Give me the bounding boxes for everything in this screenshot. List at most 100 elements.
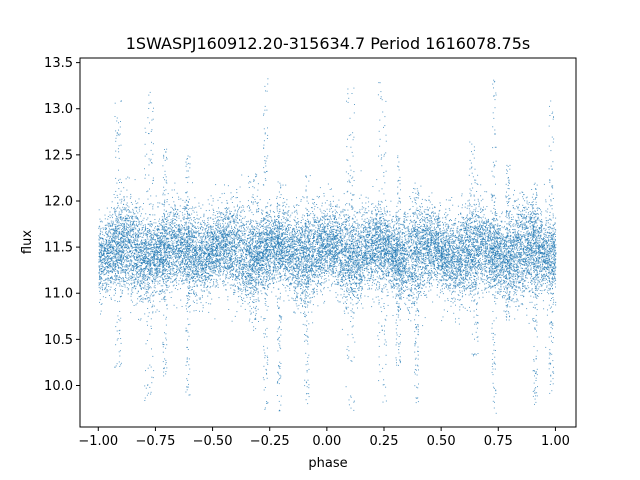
data-point [146,261,148,263]
data-point [172,223,174,225]
data-point [253,271,255,273]
data-point [465,255,467,257]
data-point [138,253,140,255]
data-point [421,284,423,286]
data-point [451,261,453,263]
data-point [393,238,395,240]
data-point [244,243,246,245]
data-point [534,219,536,221]
data-point [488,239,490,241]
data-point [400,202,401,204]
data-point [197,274,199,276]
data-point [356,269,358,271]
data-point [343,255,345,257]
data-point [370,236,372,238]
data-point [208,238,210,240]
data-point [344,223,346,225]
data-point [345,297,347,298]
data-point [357,258,359,260]
data-point [221,217,223,219]
data-point [552,278,554,280]
data-point [474,257,476,259]
data-point [498,269,500,270]
data-point [480,248,482,250]
data-point [366,248,368,250]
data-point [280,223,282,225]
data-point [120,223,122,224]
data-point [319,224,321,226]
data-point [516,263,517,265]
data-point [492,269,494,271]
data-point [153,232,155,234]
data-point [473,255,475,257]
data-point [503,247,505,249]
data-point [551,271,552,273]
data-point [436,255,438,257]
data-point [473,275,475,276]
data-point [309,236,311,238]
data-point [128,284,130,286]
data-point [178,229,180,231]
data-point [257,246,259,248]
data-point [553,301,555,303]
data-point [433,265,435,267]
data-point [157,248,159,250]
data-point [465,270,467,272]
data-point [103,261,105,263]
data-point [136,210,137,212]
data-point [450,255,452,257]
data-point [522,218,524,220]
data-point [301,267,303,269]
data-point [272,230,273,232]
data-point [232,269,234,271]
data-point [176,224,177,226]
data-point [193,220,195,222]
data-point [197,279,198,281]
data-point [355,267,357,269]
data-point [191,289,192,291]
data-point [450,245,452,247]
data-point [402,292,404,294]
data-point [155,255,157,257]
data-point [468,287,470,289]
data-point [384,265,386,267]
data-point [138,244,140,246]
data-point [261,239,263,241]
data-point [302,293,304,295]
data-point [417,257,419,259]
data-point [332,195,334,197]
data-point [462,241,464,243]
data-point [168,252,170,253]
data-point [165,248,167,250]
data-point [286,285,288,286]
data-point [544,230,546,231]
data-point [498,231,499,233]
data-point [356,258,358,260]
data-point [305,272,307,273]
data-point [161,259,163,261]
data-point [327,224,329,226]
data-point [294,216,296,218]
data-point [172,265,174,267]
data-point [292,235,294,237]
data-point [215,228,217,230]
data-point [537,258,539,260]
data-point [375,234,376,236]
scatter-points [98,78,557,414]
data-point [252,256,254,258]
data-point [307,264,309,266]
data-point [214,261,216,263]
data-point [294,240,296,242]
data-point [234,290,236,292]
data-point [176,209,178,211]
data-point [165,278,166,280]
data-point [440,261,442,263]
data-point [218,224,220,226]
data-point [181,283,183,285]
data-point [414,224,416,226]
data-point [432,259,434,261]
data-point [344,226,346,228]
data-point [196,275,198,277]
data-point [174,271,176,273]
